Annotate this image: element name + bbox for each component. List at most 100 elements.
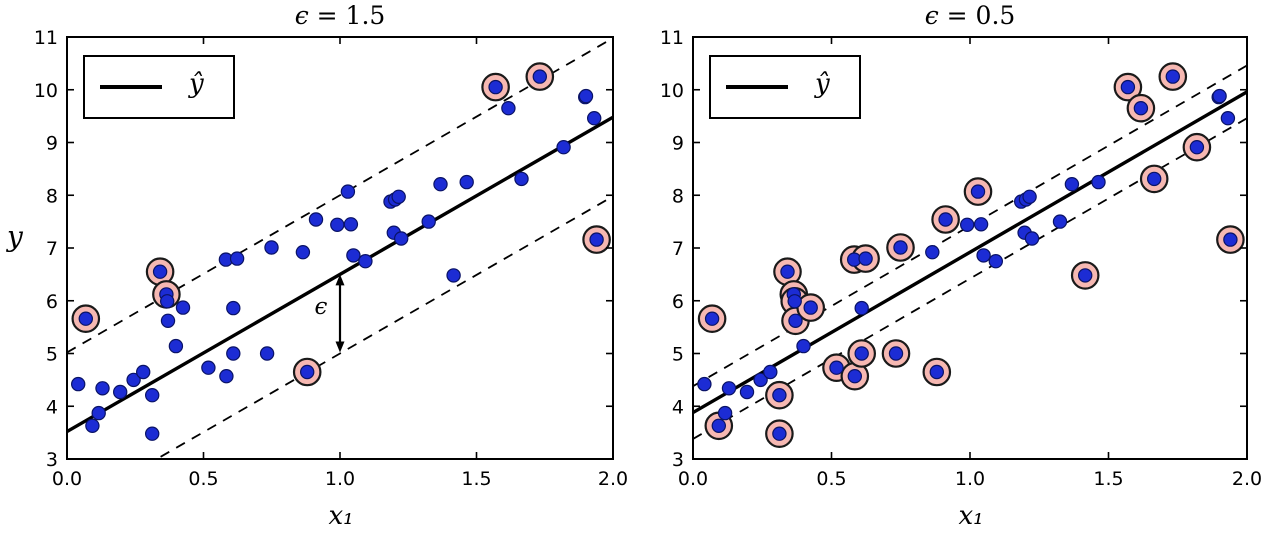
legend-line-sample	[100, 85, 162, 89]
data-point	[854, 300, 869, 316]
data-point	[70, 376, 86, 392]
data-point	[259, 346, 275, 361]
data-point	[229, 251, 245, 266]
panel-left-title-value: = 1.5	[308, 1, 386, 30]
data-point	[1120, 79, 1136, 95]
y-tick-label: 11	[660, 27, 684, 49]
data-point	[421, 214, 436, 229]
panel-left-ylabel: y	[7, 220, 23, 253]
data-point	[1146, 171, 1162, 187]
data-point	[847, 369, 863, 384]
data-point	[308, 212, 324, 227]
data-point	[95, 381, 110, 396]
panel-left-legend: ŷ	[83, 55, 235, 119]
data-point	[929, 364, 945, 380]
data-point	[739, 384, 755, 400]
panel-right-title: ϵ = 0.5	[925, 1, 1016, 30]
data-point	[803, 300, 818, 315]
panel-left-xlabel: x₁	[328, 501, 354, 531]
data-point	[201, 360, 216, 375]
data-point	[144, 388, 160, 403]
data-point	[264, 240, 279, 255]
regression-line	[693, 90, 1247, 415]
x-tick-label: 1.0	[325, 468, 355, 490]
margin-line-upper	[67, 37, 613, 354]
legend-label: ŷ	[189, 69, 204, 99]
data-point	[514, 171, 529, 187]
data-point	[1133, 100, 1149, 116]
margin-line-lower	[154, 195, 613, 459]
y-tick-label: 5	[672, 344, 684, 366]
data-point	[787, 294, 802, 309]
x-tick-label: 0.0	[678, 468, 708, 490]
x-tick-label: 1.5	[461, 468, 491, 490]
data-point	[112, 384, 128, 400]
data-point	[300, 364, 315, 380]
data-point	[976, 248, 991, 263]
data-point	[433, 176, 448, 192]
panel-right-legend: ŷ	[709, 55, 861, 119]
data-point	[330, 217, 345, 232]
data-point	[587, 110, 602, 126]
data-point	[394, 231, 409, 246]
data-point	[488, 79, 503, 95]
data-point	[938, 212, 953, 227]
data-point	[1024, 231, 1040, 246]
data-point	[1022, 189, 1037, 204]
data-point	[960, 217, 975, 232]
data-point	[578, 88, 594, 104]
data-point	[1064, 176, 1080, 192]
data-point	[226, 300, 241, 316]
data-point	[343, 217, 359, 232]
data-point	[988, 254, 1004, 269]
x-tick-label: 2.0	[598, 468, 628, 490]
y-tick-label: 5	[46, 344, 58, 366]
data-point	[717, 405, 733, 421]
data-point	[1212, 88, 1227, 104]
data-point	[226, 346, 241, 361]
x-tick-label: 0.5	[816, 468, 846, 490]
data-point	[854, 346, 869, 361]
x-tick-label: 2.0	[1232, 468, 1262, 490]
x-tick-label: 1.5	[1093, 468, 1123, 490]
data-point	[501, 100, 516, 116]
data-point	[340, 184, 356, 199]
data-point	[970, 184, 986, 199]
data-point	[772, 426, 787, 441]
epsilon-arrow	[335, 274, 345, 353]
data-point	[788, 313, 803, 328]
data-point	[556, 139, 571, 155]
y-tick-label: 7	[46, 238, 58, 260]
data-point	[753, 372, 768, 388]
data-point	[763, 364, 778, 380]
data-point	[78, 311, 94, 326]
data-point	[126, 372, 141, 388]
data-point	[91, 405, 106, 421]
legend-label: ŷ	[815, 69, 830, 99]
data-point	[135, 364, 151, 380]
data-point	[1189, 139, 1205, 155]
data-point	[1091, 174, 1106, 190]
legend-line-sample	[726, 85, 788, 89]
data-point	[888, 346, 904, 361]
data-point	[1077, 268, 1093, 283]
epsilon-annotation-label: ϵ	[314, 294, 328, 320]
y-tick-label: 7	[672, 238, 684, 260]
data-point	[160, 313, 176, 328]
y-tick-label: 10	[660, 80, 684, 102]
data-point	[925, 244, 940, 260]
y-tick-label: 10	[34, 80, 58, 102]
data-point	[1052, 214, 1068, 229]
data-point	[219, 369, 234, 384]
y-tick-label: 4	[672, 396, 684, 418]
data-point	[704, 311, 720, 326]
epsilon-symbol: ϵ	[294, 1, 309, 30]
data-point	[858, 251, 873, 266]
data-point	[893, 240, 908, 255]
data-point	[446, 268, 461, 283]
panel-left-title: ϵ = 1.5	[295, 1, 386, 30]
data-point	[175, 300, 191, 315]
y-tick-label: 4	[46, 396, 58, 418]
